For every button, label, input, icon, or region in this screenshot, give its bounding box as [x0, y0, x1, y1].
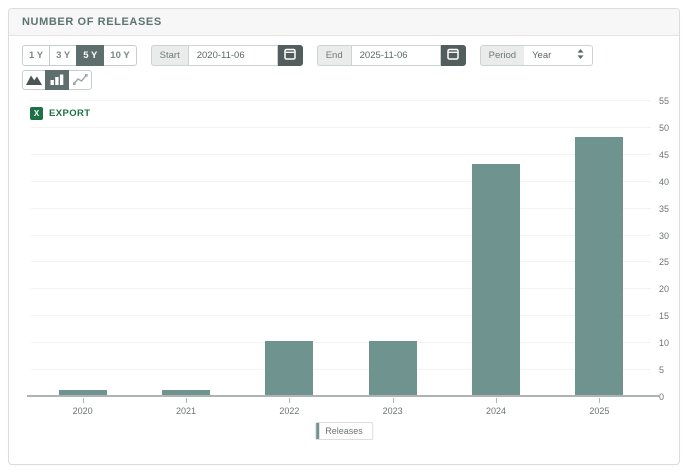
x-tick-label: 2024 — [485, 406, 507, 416]
bar-2020 — [58, 389, 107, 395]
legend-series-marker — [316, 423, 320, 439]
range-button-1y[interactable]: 1 Y — [22, 45, 51, 66]
legend-item-releases[interactable]: Releases — [315, 422, 373, 440]
y-tick-label: 30 — [659, 230, 670, 241]
period-select[interactable]: Year — [524, 45, 594, 66]
y-axis-labels: 0 5 10 15 20 25 30 35 40 45 50 55 — [659, 96, 687, 402]
legend-series-label: Releases — [325, 426, 363, 436]
start-date-group: Start — [150, 45, 303, 66]
start-date-label: Start — [150, 45, 188, 66]
x-tick-label: 2020 — [72, 406, 93, 416]
end-date-input[interactable] — [350, 45, 441, 66]
gridline — [31, 261, 651, 263]
period-selected-value: Year — [532, 50, 552, 61]
y-tick-label: 0 — [659, 392, 665, 402]
x-axis-tick — [289, 398, 291, 403]
y-tick-label: 45 — [659, 149, 670, 160]
gridline — [31, 153, 651, 155]
x-tick-label: 2022 — [279, 406, 300, 416]
area-chart-button[interactable] — [22, 70, 46, 90]
x-axis-line — [27, 395, 659, 397]
gridline — [31, 234, 651, 236]
page-title: NUMBER OF RELEASES — [22, 16, 162, 28]
y-tick-label: 10 — [659, 338, 670, 349]
bar-2023 — [368, 341, 417, 395]
gridline — [31, 126, 651, 128]
period-label: Period — [479, 45, 525, 66]
end-date-label: End — [316, 45, 351, 66]
calendar-icon — [284, 48, 296, 63]
gridline — [31, 288, 651, 290]
y-tick-label: 15 — [659, 311, 670, 322]
x-axis-tick — [599, 398, 601, 403]
area-chart-icon — [26, 73, 42, 88]
period-group: Period Year — [479, 45, 594, 66]
x-tick-label: 2023 — [382, 406, 403, 416]
gridline — [31, 207, 651, 209]
y-tick-label: 55 — [659, 96, 670, 106]
y-tick-label: 50 — [659, 122, 670, 133]
export-label: EXPORT — [49, 108, 91, 119]
bar-2024 — [472, 163, 520, 395]
releases-chart-card: NUMBER OF RELEASES 1 Y 3 Y 5 Y 10 Y Star… — [8, 8, 680, 465]
chart-type-button-group — [22, 70, 92, 90]
range-button-3y[interactable]: 3 Y — [49, 45, 78, 66]
x-axis-tick — [82, 398, 84, 403]
end-date-calendar-button[interactable] — [440, 45, 466, 66]
y-tick-label: 35 — [659, 203, 670, 214]
select-spinner-icon — [577, 49, 584, 62]
calendar-icon — [447, 48, 459, 63]
end-date-group: End — [316, 45, 466, 66]
gridline — [31, 369, 651, 371]
bar-chart-button[interactable] — [45, 70, 69, 90]
chart-toolbar: 1 Y 3 Y 5 Y 10 Y Start End Peri — [22, 45, 594, 66]
plot-area: 2020 2021 2022 2023 2024 2025 — [27, 100, 659, 416]
excel-file-icon: X — [30, 107, 43, 120]
line-chart-icon — [72, 73, 88, 88]
y-tick-label: 20 — [659, 284, 670, 295]
x-tick-label: 2025 — [589, 406, 610, 416]
export-button[interactable]: X EXPORT — [30, 107, 90, 120]
range-button-10y[interactable]: 10 Y — [103, 45, 137, 66]
gridline — [31, 315, 651, 317]
bar-2025 — [575, 136, 624, 395]
bar-2021 — [162, 389, 210, 395]
line-chart-button[interactable] — [68, 70, 92, 90]
card-header: NUMBER OF RELEASES — [9, 9, 679, 36]
y-tick-label: 25 — [659, 257, 670, 268]
start-date-input[interactable] — [187, 45, 278, 66]
gridline — [31, 342, 651, 344]
x-tick-label: 2021 — [175, 406, 197, 416]
gridline — [31, 100, 651, 101]
y-tick-label: 40 — [659, 176, 670, 187]
bar-chart-icon — [50, 73, 64, 88]
x-axis-tick — [392, 398, 394, 403]
x-axis-tick — [186, 398, 187, 403]
x-axis-tick — [496, 398, 497, 403]
gridline — [31, 180, 651, 182]
start-date-calendar-button[interactable] — [277, 45, 303, 66]
range-button-5y[interactable]: 5 Y — [76, 45, 105, 66]
range-button-group: 1 Y 3 Y 5 Y 10 Y — [22, 45, 137, 66]
y-tick-label: 5 — [659, 365, 665, 376]
bar-2022 — [265, 341, 314, 395]
